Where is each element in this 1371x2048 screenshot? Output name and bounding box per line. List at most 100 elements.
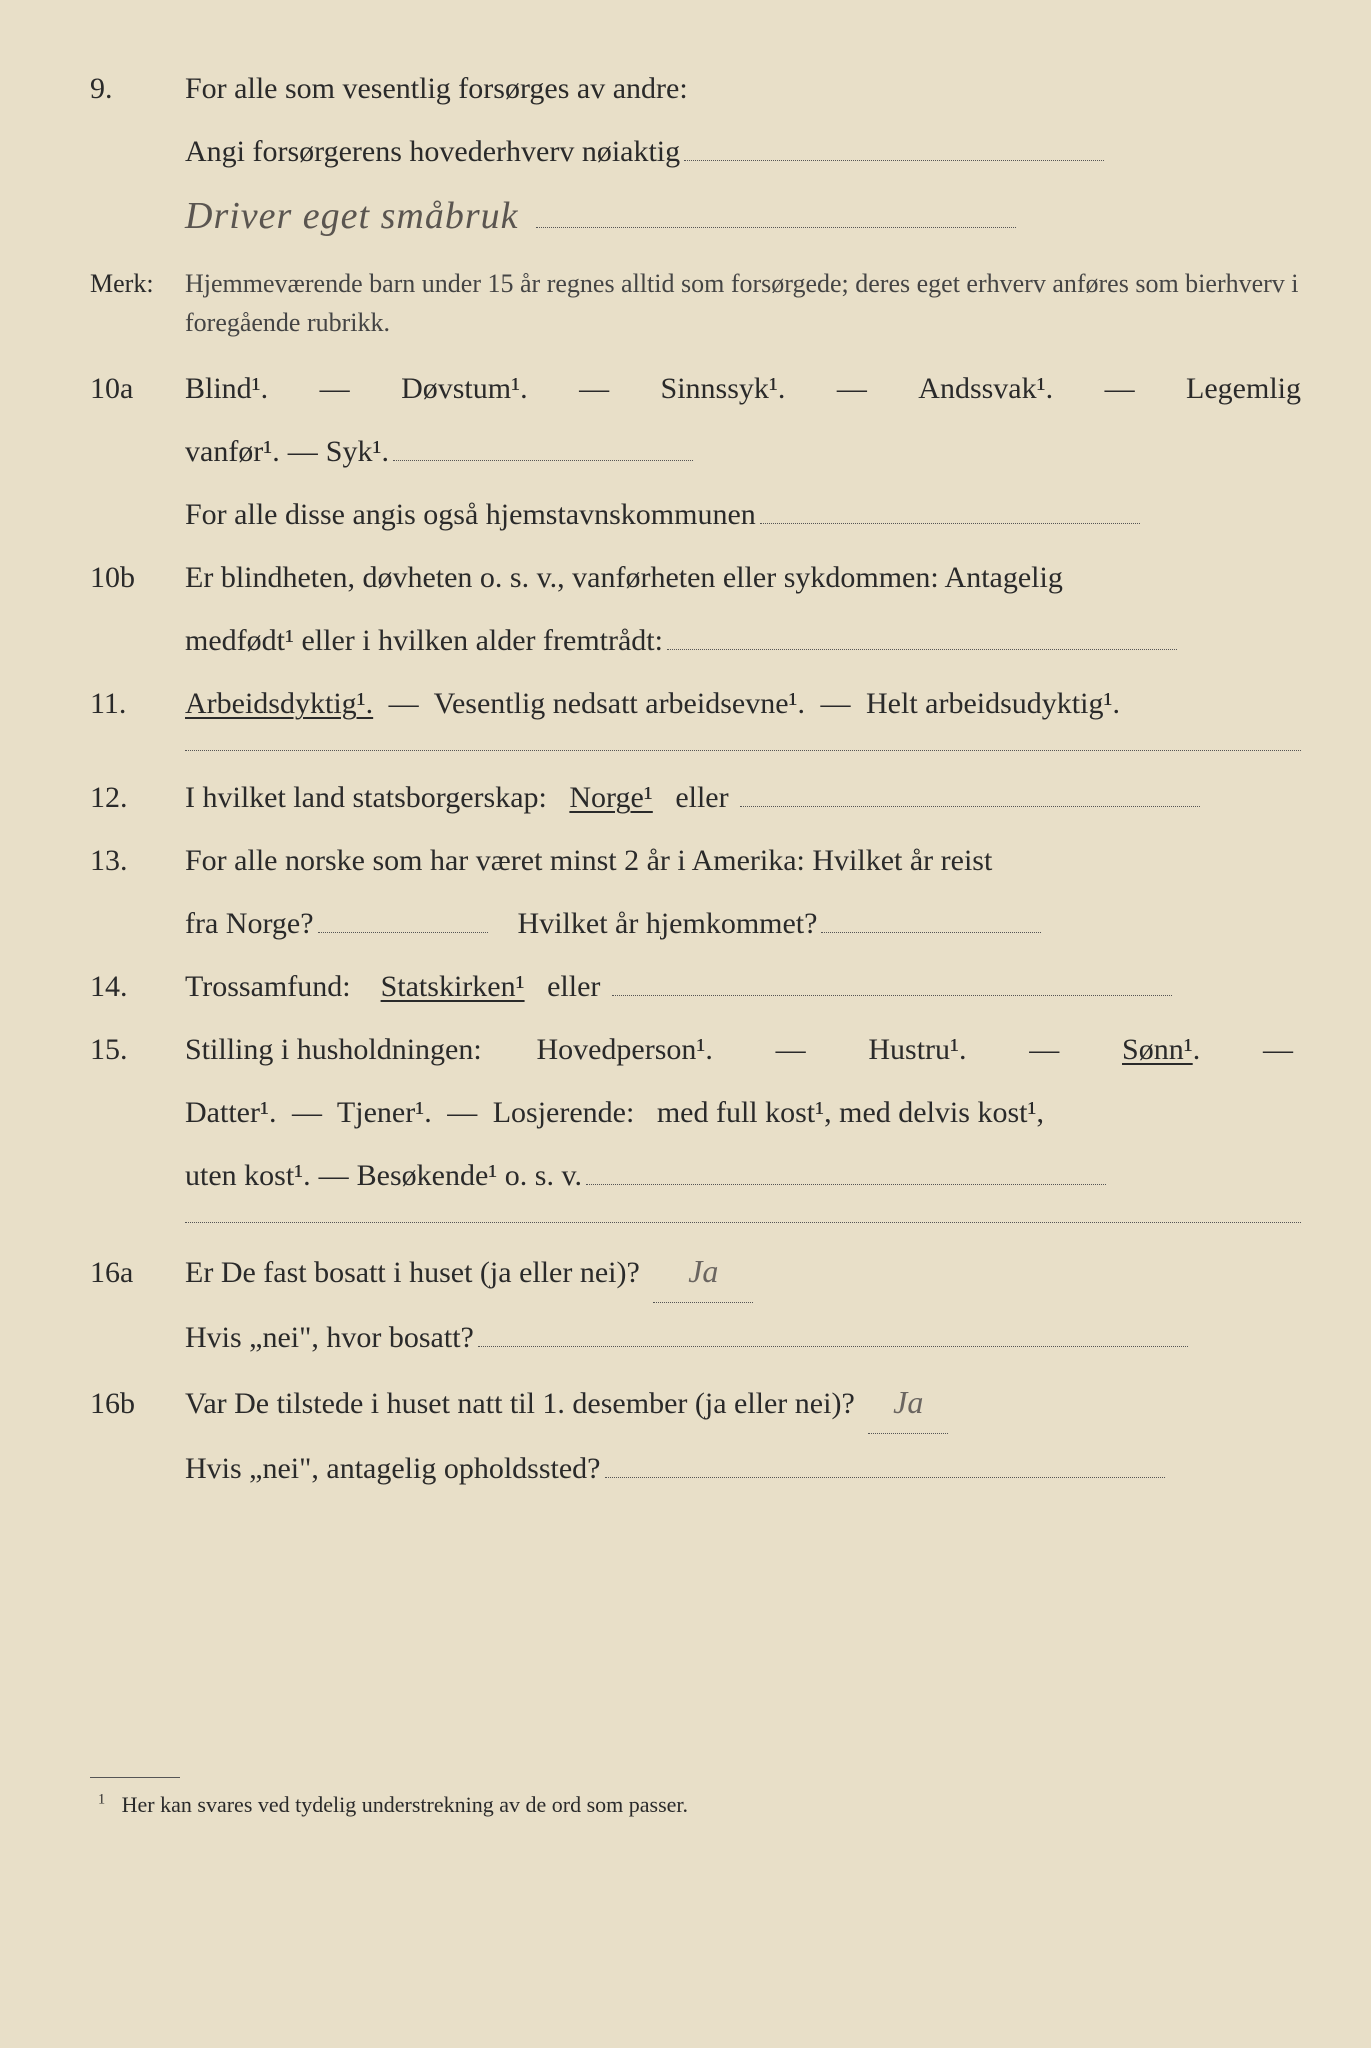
q16a-answer: Ja bbox=[688, 1253, 718, 1289]
q12-blank bbox=[740, 806, 1200, 807]
q15-sonn: Sønn¹ bbox=[1122, 1033, 1193, 1066]
q15-losjerende: Losjerende: bbox=[493, 1096, 635, 1129]
q15-uten-kost: uten kost¹. bbox=[185, 1147, 311, 1204]
q16b-answer: Ja bbox=[893, 1384, 923, 1420]
footnote: 1 Her kan svares ved tydelig understrekn… bbox=[90, 1784, 1301, 1826]
q15-datter: Datter¹. bbox=[185, 1096, 276, 1129]
q13-line1: For alle norske som har været minst 2 år… bbox=[185, 832, 1301, 889]
q16a-content: Er De fast bosatt i huset (ja eller nei)… bbox=[185, 1241, 1301, 1303]
dash: — bbox=[1105, 360, 1135, 417]
q13-hjemkommet: Hvilket år hjemkommet? bbox=[518, 895, 818, 952]
q12-row: 12. I hvilket land statsborgerskap: Norg… bbox=[90, 769, 1301, 826]
q9-title: For alle som vesentlig forsørges av andr… bbox=[185, 60, 1301, 117]
q14-content: Trossamfund: Statskirken¹ eller bbox=[185, 958, 1301, 1015]
merk-row: Merk: Hjemmeværende barn under 15 år reg… bbox=[90, 262, 1301, 342]
q13-row2: fra Norge? Hvilket år hjemkommet? bbox=[90, 895, 1301, 952]
q10a-row3: For alle disse angis også hjemstavnskomm… bbox=[90, 486, 1301, 543]
q12-content: I hvilket land statsborgerskap: Norge¹ e… bbox=[185, 769, 1301, 826]
dash: — bbox=[319, 1147, 349, 1204]
q10b-row1: 10b Er blindheten, døvheten o. s. v., va… bbox=[90, 549, 1301, 606]
q16a-number: 16a bbox=[90, 1244, 185, 1301]
q16b-row1: 16b Var De tilstede i huset natt til 1. … bbox=[90, 1372, 1301, 1434]
q15-hovedperson: Hovedperson¹. bbox=[536, 1021, 712, 1078]
q14-number: 14. bbox=[90, 958, 185, 1015]
q11-row: 11. Arbeidsdyktig¹. — Vesentlig nedsatt … bbox=[90, 675, 1301, 732]
q10a-opt-syk: Syk¹. bbox=[326, 423, 389, 480]
q13-number: 13. bbox=[90, 832, 185, 889]
q12-number: 12. bbox=[90, 769, 185, 826]
q10a-hjemstavn: For alle disse angis også hjemstavnskomm… bbox=[185, 486, 756, 543]
footnote-marker: 1 bbox=[98, 1791, 105, 1807]
q15-line2: Datter¹. — Tjener¹. — Losjerende: med fu… bbox=[185, 1084, 1301, 1141]
dash: — bbox=[447, 1096, 477, 1129]
q10a-opt-legemlig: Legemlig bbox=[1186, 360, 1301, 417]
q12-norge: Norge¹ bbox=[569, 781, 652, 814]
q16b-answer-blank: Ja bbox=[868, 1372, 948, 1434]
dash: — bbox=[389, 687, 419, 720]
q15-line1: Stilling i husholdningen: Hovedperson¹. … bbox=[185, 1021, 1301, 1078]
q11-number: 11. bbox=[90, 675, 185, 732]
q11-opt-udyktig: Helt arbeidsudyktig¹. bbox=[866, 687, 1120, 720]
q16b-question: Var De tilstede i huset natt til 1. dese… bbox=[185, 1387, 855, 1420]
dash: — bbox=[776, 1021, 806, 1078]
q16b-blank2 bbox=[605, 1477, 1165, 1478]
q16b-row2: Hvis „nei", antagelig opholdssted? bbox=[90, 1440, 1301, 1497]
q10a-opt-vanfor: vanfør¹. bbox=[185, 423, 280, 480]
q13-blank2 bbox=[821, 932, 1041, 933]
dash: — bbox=[288, 423, 318, 480]
footnote-rule bbox=[90, 1777, 180, 1778]
q15-tjener: Tjener¹. bbox=[337, 1096, 432, 1129]
q14-statskirken: Statskirken¹ bbox=[381, 970, 525, 1003]
q13-fra-norge: fra Norge? bbox=[185, 895, 314, 952]
q9-row2: Angi forsørgerens hovederhverv nøiaktig bbox=[90, 123, 1301, 180]
q16a-answer-blank: Ja bbox=[653, 1241, 753, 1303]
q14-blank bbox=[612, 995, 1172, 996]
q13-row1: 13. For alle norske som har været minst … bbox=[90, 832, 1301, 889]
q11-opt-arbeidsdyktig: Arbeidsdyktig¹. bbox=[185, 687, 373, 720]
q9-number: 9. bbox=[90, 60, 185, 117]
q9-row1: 9. For alle som vesentlig forsørges av a… bbox=[90, 60, 1301, 117]
merk-text: Hjemmeværende barn under 15 år regnes al… bbox=[185, 264, 1301, 342]
dash: — bbox=[1029, 1021, 1059, 1078]
q10a-number: 10a bbox=[90, 360, 185, 417]
footnote-text: Her kan svares ved tydelig understreknin… bbox=[122, 1792, 688, 1817]
q15-kost: med full kost¹, med delvis kost¹, bbox=[657, 1096, 1044, 1129]
q10a-opt-dovstum: Døvstum¹. bbox=[401, 360, 528, 417]
q16a-question: Er De fast bosatt i huset (ja eller nei)… bbox=[185, 1256, 640, 1289]
q16a-blank2 bbox=[478, 1346, 1188, 1347]
q10a-row1: 10a Blind¹. — Døvstum¹. — Sinnssyk¹. — A… bbox=[90, 360, 1301, 417]
dash: — bbox=[292, 1096, 322, 1129]
q14-text-a: Trossamfund: bbox=[185, 970, 351, 1003]
q10b-blank bbox=[667, 649, 1177, 650]
q9-handwritten-line: Driver eget småbruk bbox=[90, 180, 1301, 252]
dash: — bbox=[320, 360, 350, 417]
q10a-opt-sinnssyk: Sinnssyk¹. bbox=[661, 360, 786, 417]
q16a-row2: Hvis „nei", hvor bosatt? bbox=[90, 1309, 1301, 1366]
q11-opt-nedsatt: Vesentlig nedsatt arbeidsevne¹. bbox=[434, 687, 805, 720]
q14-row: 14. Trossamfund: Statskirken¹ eller bbox=[90, 958, 1301, 1015]
q11-opts: Arbeidsdyktig¹. — Vesentlig nedsatt arbe… bbox=[185, 675, 1301, 732]
q12-eller: eller bbox=[675, 781, 728, 814]
census-form-page: 9. For alle som vesentlig forsørges av a… bbox=[90, 60, 1301, 1826]
q9-answer-handwritten: Driver eget småbruk bbox=[185, 195, 518, 237]
divider-after-15 bbox=[185, 1222, 1301, 1223]
q16a-hvis-nei: Hvis „nei", hvor bosatt? bbox=[185, 1309, 474, 1366]
q13-blank1 bbox=[318, 932, 488, 933]
dash: — bbox=[1263, 1021, 1293, 1078]
q9-blank bbox=[684, 160, 1104, 161]
divider-after-11 bbox=[185, 750, 1301, 751]
q15-row1: 15. Stilling i husholdningen: Hovedperso… bbox=[90, 1021, 1301, 1078]
q15-number: 15. bbox=[90, 1021, 185, 1078]
q16b-content: Var De tilstede i huset natt til 1. dese… bbox=[185, 1372, 1301, 1434]
q16b-number: 16b bbox=[90, 1375, 185, 1432]
q15-stilling: Stilling i husholdningen: bbox=[185, 1021, 482, 1078]
q15-row2: Datter¹. — Tjener¹. — Losjerende: med fu… bbox=[90, 1084, 1301, 1141]
q9-blank2 bbox=[536, 227, 1016, 228]
q15-blank bbox=[586, 1184, 1106, 1185]
q15-besokende: Besøkende¹ o. s. v. bbox=[357, 1147, 582, 1204]
q12-text-a: I hvilket land statsborgerskap: bbox=[185, 781, 547, 814]
q15-row3: uten kost¹. — Besøkende¹ o. s. v. bbox=[90, 1147, 1301, 1204]
q10b-line1: Er blindheten, døvheten o. s. v., vanfør… bbox=[185, 549, 1301, 606]
q16b-hvis-nei: Hvis „nei", antagelig opholdssted? bbox=[185, 1440, 601, 1497]
dash: — bbox=[837, 360, 867, 417]
